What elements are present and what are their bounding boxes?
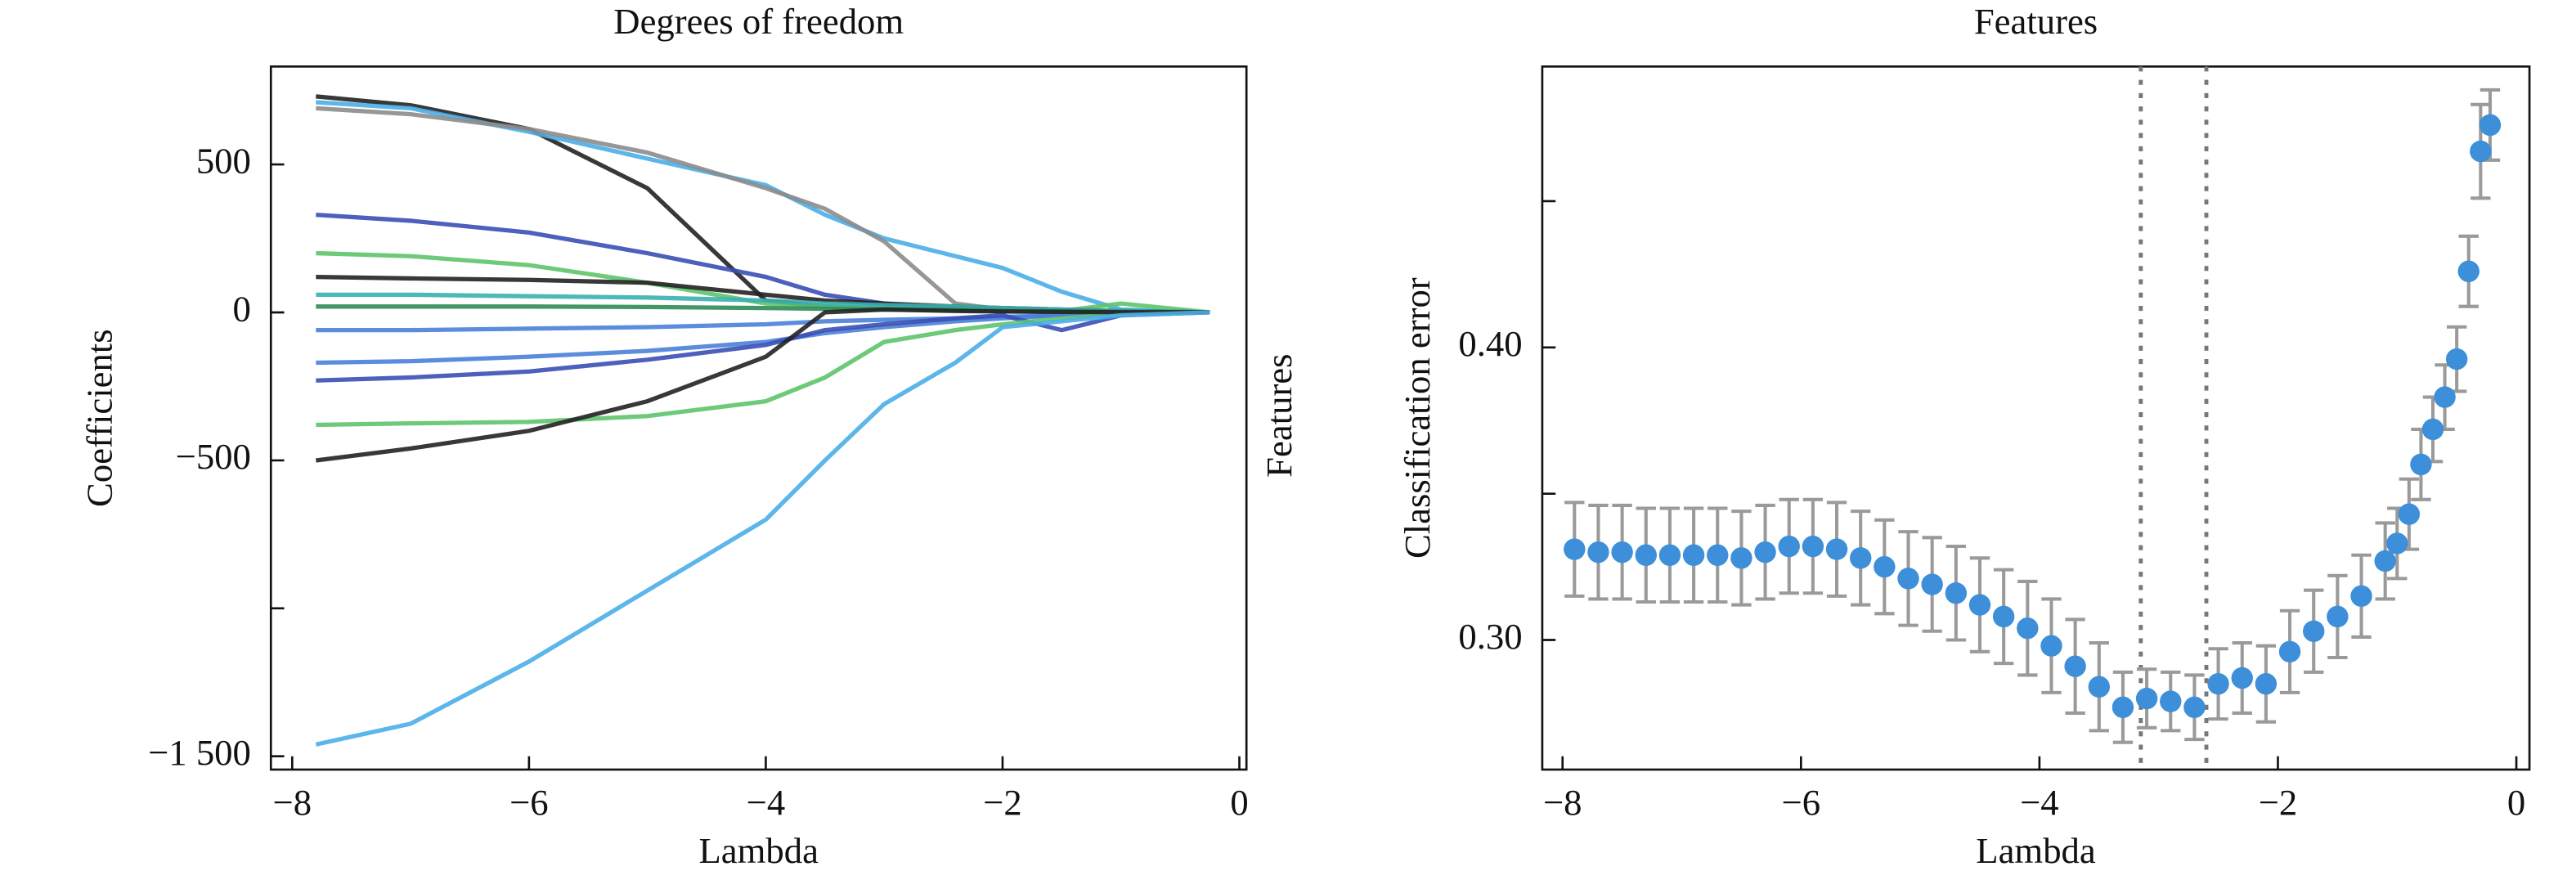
chart-title: Features xyxy=(1974,1,2098,42)
y-tick-label: 0 xyxy=(233,288,251,329)
y-axis-label: Coefficients xyxy=(79,329,119,507)
point xyxy=(1825,538,1848,560)
point xyxy=(2255,672,2278,695)
point xyxy=(2479,114,2502,137)
x-tick-label: −2 xyxy=(983,782,1022,823)
coefficient-path xyxy=(316,310,1210,383)
point xyxy=(1635,544,1657,566)
point xyxy=(1611,541,1633,563)
axis-box xyxy=(1541,65,2531,771)
point xyxy=(1992,605,2015,628)
point xyxy=(2183,696,2206,718)
point xyxy=(2327,605,2349,628)
point xyxy=(2231,667,2253,689)
point xyxy=(1707,544,1729,566)
point xyxy=(2457,260,2480,282)
y-tick-label: 0.40 xyxy=(1458,323,1522,364)
point xyxy=(1682,544,1705,566)
point xyxy=(1564,538,1586,560)
coefficient-path xyxy=(316,250,1210,315)
point xyxy=(1658,544,1681,566)
point xyxy=(2160,690,2182,712)
point xyxy=(2386,532,2408,554)
point xyxy=(2135,687,2158,710)
point xyxy=(2470,140,2492,163)
point xyxy=(1945,582,1968,604)
point xyxy=(2040,635,2062,657)
point xyxy=(1874,555,1896,578)
point xyxy=(2207,672,2229,695)
coefficient-path xyxy=(315,310,1210,747)
x-tick-label: −6 xyxy=(509,782,549,823)
point xyxy=(2445,348,2468,370)
coefficient-path xyxy=(316,106,1210,315)
y-tick-label: −500 xyxy=(176,436,251,477)
point xyxy=(2421,418,2444,441)
x-axis-label: Lambda xyxy=(699,830,819,871)
x-tick-label: −2 xyxy=(2259,782,2298,823)
coefficient-path xyxy=(316,307,1210,463)
chart-panel: Degrees of freedom Lambda Coefficients −8 −6… xyxy=(79,1,1248,871)
point xyxy=(2434,386,2456,408)
point xyxy=(2017,617,2039,640)
point xyxy=(1730,547,1752,569)
chart-panel: Features Lambda Classification error Featur… xyxy=(1259,1,2531,871)
point xyxy=(2088,676,2110,698)
x-tick-label: 0 xyxy=(1230,782,1248,823)
point xyxy=(1778,535,1800,558)
point xyxy=(1921,573,1943,595)
y-tick-label: 500 xyxy=(196,140,251,181)
point xyxy=(2350,585,2372,608)
x-tick-label: 0 xyxy=(2507,782,2525,823)
point xyxy=(1849,547,1872,569)
point xyxy=(2278,640,2301,663)
point xyxy=(2374,550,2396,572)
coefficient-path xyxy=(316,310,1210,428)
axis-box xyxy=(269,65,1248,771)
y-tick-label: −1 500 xyxy=(148,732,251,773)
side-label: Features xyxy=(1259,353,1299,477)
chart-title: Degrees of freedom xyxy=(613,1,904,42)
x-tick-label: −8 xyxy=(1543,782,1582,823)
x-tick-label: −4 xyxy=(2020,782,2059,823)
point xyxy=(1968,594,1991,616)
x-tick-label: −6 xyxy=(1782,782,1821,823)
coefficient-path xyxy=(316,310,1210,366)
point xyxy=(1897,568,1919,590)
x-axis-label: Lambda xyxy=(1976,830,2096,871)
x-tick-label: −8 xyxy=(273,782,312,823)
point xyxy=(1802,535,1824,558)
point xyxy=(2410,453,2432,476)
point xyxy=(2398,503,2421,525)
point xyxy=(2064,655,2086,677)
point xyxy=(1587,541,1609,563)
y-axis-label: Classification error xyxy=(1397,277,1438,559)
point xyxy=(1754,541,1776,563)
x-tick-label: −4 xyxy=(747,782,786,823)
y-tick-label: 0.30 xyxy=(1458,616,1522,657)
point xyxy=(2303,620,2325,642)
point xyxy=(2112,696,2134,718)
